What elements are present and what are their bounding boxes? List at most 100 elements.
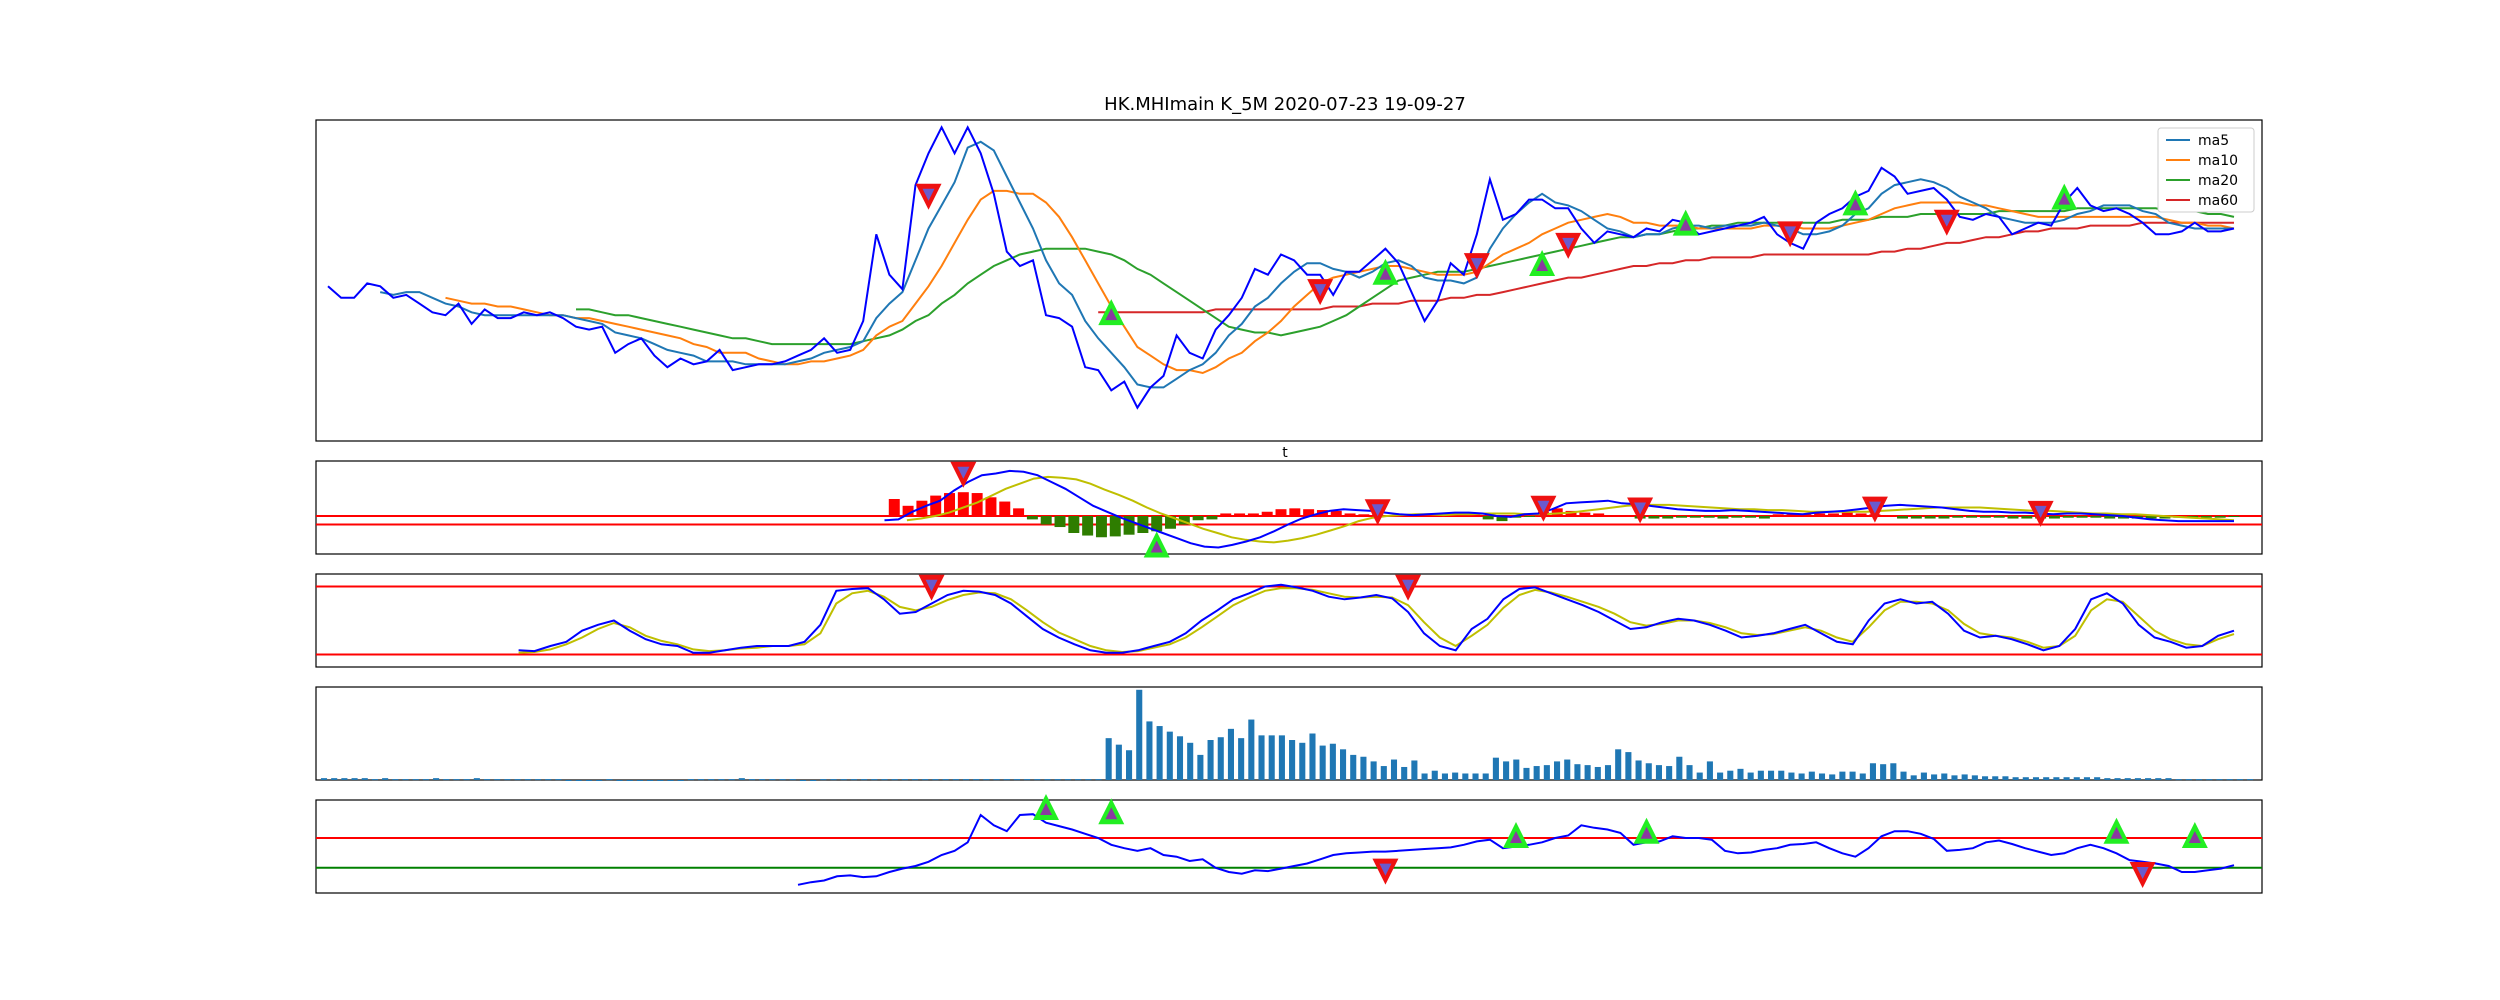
macd-histogram-bar: [1745, 516, 1757, 518]
volume-bar: [1818, 773, 1826, 780]
volume-bar: [514, 779, 521, 781]
volume-bar: [453, 779, 460, 781]
volume-bar: [1329, 743, 1336, 780]
volume-bar: [840, 779, 847, 781]
volume-bar: [1849, 771, 1856, 780]
macd-histogram-bar: [2090, 516, 2102, 518]
volume-bar: [1808, 771, 1815, 780]
macd-histogram-bar: [1206, 516, 1218, 520]
price-buy-marker-core: [1105, 308, 1118, 321]
rsi-buy-marker-core: [1640, 826, 1653, 839]
volume-bar: [1594, 766, 1601, 780]
volume-bar: [1635, 760, 1642, 780]
volume-bar: [2083, 777, 2090, 780]
price-sell-marker-core: [922, 188, 935, 201]
price-buy-marker-core: [1379, 267, 1392, 280]
macd-histogram-bar: [1468, 514, 1480, 516]
volume-bar: [1166, 731, 1173, 780]
volume-bar: [606, 779, 613, 781]
volume-bar: [922, 779, 929, 781]
volume-bar: [1126, 750, 1133, 780]
volume-bar: [983, 779, 990, 781]
volume-bar: [759, 779, 766, 781]
volume-bar: [1380, 766, 1387, 780]
volume-bar: [1503, 761, 1510, 780]
volume-bar: [942, 779, 949, 781]
macd-histogram-bar: [1786, 514, 1798, 516]
volume-bar: [769, 779, 776, 781]
legend-label-ma60: ma60: [2198, 193, 2238, 209]
volume-bar: [1390, 759, 1398, 780]
volume-bar: [1472, 773, 1479, 780]
volume-bar: [371, 779, 378, 781]
volume-bar: [1431, 770, 1438, 780]
volume-bar: [1604, 765, 1612, 780]
volume-bar: [891, 779, 898, 781]
volume-bar: [596, 780, 603, 781]
volume-bar: [1034, 779, 1041, 781]
rsi-buy-marker-core: [1105, 807, 1118, 820]
volume-bar: [1360, 756, 1367, 780]
macd-histogram-bar: [1758, 516, 1770, 519]
rsi-buy-marker-core: [2110, 826, 2123, 839]
macd-histogram-bar: [1482, 516, 1494, 520]
macd-histogram-bar: [1054, 516, 1066, 528]
volume-bar: [2236, 779, 2243, 781]
volume-bar: [1421, 773, 1428, 780]
volume-bar: [2185, 779, 2192, 781]
volume-bar: [1900, 771, 1907, 780]
price-buy-marker-core: [1849, 198, 1862, 211]
oscillator-sell-marker-core: [925, 579, 938, 592]
price-line: [327, 125, 2235, 410]
rsi-buy-marker-core: [1509, 831, 1522, 843]
ma60-line: [1098, 221, 2234, 314]
rsi-sell-marker-core: [2136, 867, 2149, 879]
macd-histogram-bar: [1979, 516, 1991, 518]
volume-bar: [830, 779, 837, 781]
macd-histogram-bar: [1013, 508, 1025, 516]
volume-bar: [1064, 779, 1071, 781]
volume-bar: [1941, 773, 1948, 780]
macd-histogram-bar: [1220, 513, 1232, 516]
ma5-line: [379, 140, 2234, 389]
volume-bar: [1880, 764, 1887, 780]
macd-histogram-bar: [1731, 516, 1743, 518]
macd-histogram-bar: [1689, 516, 1701, 518]
volume-bar: [433, 778, 440, 780]
volume-bar: [1717, 772, 1724, 780]
volume-bar: [1574, 764, 1581, 780]
macd-histogram-bar: [1247, 513, 1259, 516]
macd-histogram-bar: [1966, 516, 1978, 518]
volume-bar: [565, 780, 572, 781]
macd-histogram-bar: [957, 492, 969, 516]
volume-bar: [484, 779, 491, 781]
macd-histogram-bar: [971, 493, 983, 516]
volume-bar: [1554, 761, 1561, 780]
volume-bar: [1227, 728, 1234, 780]
volume-bar: [2114, 778, 2121, 780]
volume-bar: [1645, 763, 1652, 780]
volume-bar: [1615, 749, 1622, 780]
macd-histogram-bar: [2159, 516, 2171, 519]
volume-bar: [1319, 745, 1326, 780]
volume-bar: [820, 779, 827, 781]
volume-bar: [1146, 721, 1153, 780]
macd-histogram-bar: [1910, 516, 1922, 519]
volume-bar: [382, 778, 389, 780]
macd-histogram-bar: [1662, 516, 1674, 519]
volume-bar: [1788, 772, 1795, 780]
volume-bar: [1370, 761, 1377, 780]
volume-bar: [1890, 763, 1897, 780]
volume-bar: [1533, 766, 1540, 780]
volume-bar: [504, 779, 511, 781]
volume-panel-frame: [315, 686, 2263, 781]
macd-histogram-bar: [888, 499, 900, 516]
volume-bar: [1441, 773, 1448, 780]
volume-bar: [555, 779, 562, 781]
macd-histogram-bar: [1109, 516, 1121, 537]
volume-bar: [1492, 757, 1499, 780]
volume-bar: [585, 780, 592, 781]
volume-bar: [667, 780, 674, 781]
